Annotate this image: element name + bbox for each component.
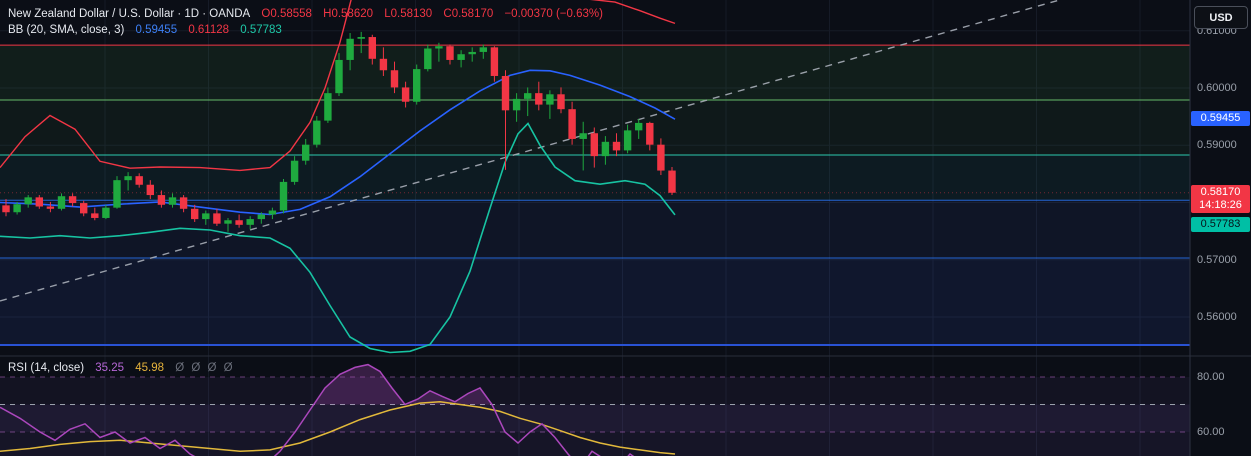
rsi-axis-label: 60.00 bbox=[1197, 426, 1225, 438]
main-legend: New Zealand Dollar / U.S. Dollar · 1D · … bbox=[8, 6, 611, 38]
last-price-badge: 0.58170 14:18:26 bbox=[1191, 184, 1250, 213]
bb-lower-value: 0.57783 bbox=[240, 24, 282, 36]
symbol-legend-row[interactable]: New Zealand Dollar / U.S. Dollar · 1D · … bbox=[8, 6, 611, 22]
ohlc-high: H0.58620 bbox=[323, 8, 374, 20]
bb-indicator-title: BB (20, SMA, close, 3) bbox=[8, 24, 125, 36]
bb-lower-price-badge: 0.57783 bbox=[1191, 216, 1250, 232]
currency-toggle-button[interactable]: USD bbox=[1194, 6, 1248, 29]
ohlc-change: −0.00370 (−0.63%) bbox=[504, 8, 603, 20]
rsi-ma-value: 45.98 bbox=[135, 362, 165, 374]
ohlc-low: L0.58130 bbox=[384, 8, 433, 20]
bb-basis-price-badge: 0.59455 bbox=[1191, 111, 1250, 127]
rsi-hidden-values: Ø Ø Ø Ø bbox=[175, 362, 235, 374]
ohlc-open: O0.58558 bbox=[261, 8, 312, 20]
price-axis-label: 0.56000 bbox=[1197, 311, 1237, 323]
symbol-title: New Zealand Dollar / U.S. Dollar · 1D · … bbox=[8, 8, 251, 20]
price-axis-label: 0.57000 bbox=[1197, 253, 1237, 266]
price-axis-label: 0.59000 bbox=[1197, 139, 1237, 152]
rsi-legend-row[interactable]: RSI (14, close) 35.25 45.98 Ø Ø Ø Ø bbox=[8, 360, 243, 376]
rsi-axis-label: 80.00 bbox=[1197, 371, 1225, 383]
bb-legend-row[interactable]: BB (20, SMA, close, 3) 0.59455 0.61128 0… bbox=[8, 22, 611, 38]
bb-upper-value: 0.61128 bbox=[188, 24, 230, 36]
ohlc-close: C0.58170 bbox=[443, 8, 494, 20]
price-axis-label: 0.60000 bbox=[1197, 82, 1237, 94]
bb-basis-value: 0.59455 bbox=[135, 24, 178, 36]
rsi-indicator-title: RSI (14, close) bbox=[8, 362, 85, 374]
rsi-value: 35.25 bbox=[95, 362, 125, 374]
